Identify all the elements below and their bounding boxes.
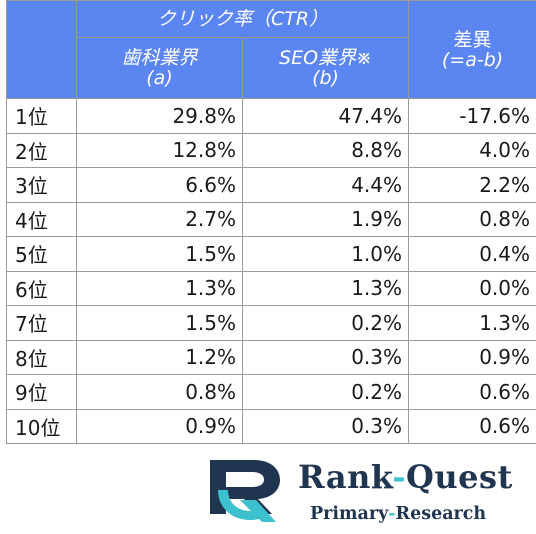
table-row: 1位 29.8% 47.4% -17.6% <box>6 98 536 134</box>
table-row: 6位 1.3% 1.3% 0.0% <box>6 270 536 306</box>
rank-quest-logo: Rank-Quest Primary-Research <box>206 452 536 532</box>
col-b-header: SEO業界※ (b) <box>241 37 410 99</box>
rank-cell: 9位 <box>6 374 77 410</box>
brand-tagline: Primary-Research <box>310 504 486 524</box>
header-corner-cell <box>6 0 77 99</box>
col-b-title: SEO業界※ <box>279 47 372 69</box>
rank-quest-logo-icon <box>210 460 280 522</box>
col-b-cell: 0.3% <box>241 408 410 444</box>
col-a-cell: 2.7% <box>76 201 243 237</box>
col-a-cell: 1.5% <box>76 305 243 341</box>
table-row: 3位 6.6% 4.4% 2.2% <box>6 167 536 203</box>
col-a-cell: 0.9% <box>76 408 243 444</box>
diff-cell: 2.2% <box>408 167 536 203</box>
table-row: 5位 1.5% 1.0% 0.4% <box>6 236 536 272</box>
col-a-cell: 0.8% <box>76 374 243 410</box>
brand-name-left: Rank <box>298 458 393 496</box>
col-a-title: 歯科業界 <box>121 47 198 69</box>
col-a-cell: 1.2% <box>76 339 243 375</box>
ctr-table: クリック率（CTR） 差異 (=a-b) 歯科業界 (a) SEO業界※ (b)… <box>6 0 536 444</box>
tagline-right: Research <box>395 504 487 524</box>
col-a-cell: 1.5% <box>76 236 243 272</box>
table-body: 1位 29.8% 47.4% -17.6% 2位 12.8% 8.8% 4.0% 3位 6.6% 4… <box>6 98 536 444</box>
diff-cell: 0.8% <box>408 201 536 237</box>
diff-header: 差異 (=a-b) <box>408 0 536 99</box>
col-b-cell: 1.3% <box>241 270 410 306</box>
diff-cell: 1.3% <box>408 305 536 341</box>
col-a-cell: 6.6% <box>76 167 243 203</box>
col-b-cell: 0.2% <box>241 305 410 341</box>
rank-cell: 6位 <box>6 270 77 306</box>
brand-name: Rank-Quest <box>298 458 513 496</box>
table-row: 2位 12.8% 8.8% 4.0% <box>6 132 536 168</box>
rank-cell: 2位 <box>6 132 77 168</box>
col-b-cell: 47.4% <box>241 98 410 134</box>
rank-cell: 4位 <box>6 201 77 237</box>
table-row: 8位 1.2% 0.3% 0.9% <box>6 339 536 375</box>
diff-cell: -17.6% <box>408 98 536 134</box>
diff-cell: 0.9% <box>408 339 536 375</box>
table-row: 10位 0.9% 0.3% 0.6% <box>6 408 536 444</box>
table-row: 4位 2.7% 1.9% 0.8% <box>6 201 536 237</box>
rank-cell: 1位 <box>6 98 77 134</box>
rank-cell: 5位 <box>6 236 77 272</box>
diff-cell: 4.0% <box>408 132 536 168</box>
rank-cell: 3位 <box>6 167 77 203</box>
table-row: 9位 0.8% 0.2% 0.6% <box>6 374 536 410</box>
brand-name-right: Quest <box>405 458 513 496</box>
col-b-cell: 0.2% <box>241 374 410 410</box>
table-row: 7位 1.5% 0.2% 1.3% <box>6 305 536 341</box>
diff-header-title: 差異 <box>453 28 492 51</box>
diff-cell: 0.6% <box>408 374 536 410</box>
col-b-cell: 4.4% <box>241 167 410 203</box>
tagline-left: Primary <box>310 504 389 524</box>
rank-cell: 10位 <box>6 408 77 444</box>
ctr-header: クリック率（CTR） <box>75 0 410 38</box>
col-b-cell: 0.3% <box>241 339 410 375</box>
col-a-cell: 12.8% <box>76 132 243 168</box>
diff-header-sub: (=a-b) <box>441 48 504 71</box>
col-a-sub: (a) <box>146 67 173 89</box>
rank-cell: 8位 <box>6 339 77 375</box>
col-b-cell: 8.8% <box>241 132 410 168</box>
diff-cell: 0.4% <box>408 236 536 272</box>
header-row-top: クリック率（CTR） 差異 (=a-b) <box>6 0 536 99</box>
brand-name-dash: - <box>392 458 406 496</box>
col-b-sub: (b) <box>312 67 339 89</box>
col-a-cell: 1.3% <box>76 270 243 306</box>
tagline-dash: - <box>388 504 396 524</box>
diff-cell: 0.0% <box>408 270 536 306</box>
col-b-cell: 1.0% <box>241 236 410 272</box>
col-b-cell: 1.9% <box>241 201 410 237</box>
col-a-cell: 29.8% <box>76 98 243 134</box>
diff-cell: 0.6% <box>408 408 536 444</box>
rank-cell: 7位 <box>6 305 77 341</box>
header-row-bottom: 歯科業界 (a) SEO業界※ (b) <box>7 37 536 99</box>
col-a-header: 歯科業界 (a) <box>76 37 243 99</box>
